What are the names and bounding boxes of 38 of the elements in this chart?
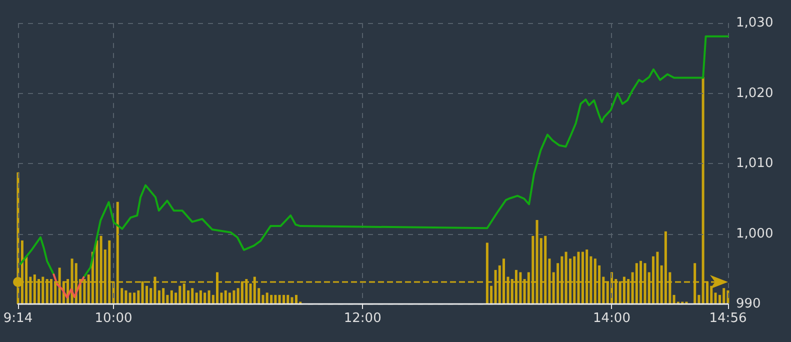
bar bbox=[290, 297, 294, 304]
bar bbox=[722, 288, 726, 304]
bar bbox=[133, 292, 136, 304]
bar bbox=[224, 290, 227, 304]
bar bbox=[286, 294, 290, 304]
bar bbox=[294, 294, 298, 304]
bar bbox=[266, 292, 268, 304]
bar bbox=[191, 288, 194, 304]
bar bbox=[278, 294, 281, 304]
x-tick-label: 14:00 bbox=[593, 311, 630, 326]
x-tick-label: 9:14 bbox=[3, 311, 33, 326]
y-tick-label: 1,010 bbox=[736, 156, 774, 171]
bar bbox=[208, 290, 210, 304]
bar bbox=[199, 290, 202, 304]
bar bbox=[178, 286, 182, 304]
bar bbox=[204, 292, 206, 304]
bar bbox=[195, 292, 198, 304]
bar bbox=[232, 290, 236, 304]
bar bbox=[228, 292, 231, 304]
bar bbox=[137, 290, 140, 304]
bar bbox=[270, 294, 273, 304]
x-tick-label: 14:56 bbox=[709, 311, 747, 326]
bar bbox=[672, 294, 676, 304]
y-tick-label: 1,030 bbox=[736, 16, 774, 30]
bar bbox=[282, 294, 286, 304]
bar bbox=[124, 290, 128, 304]
bar bbox=[162, 288, 165, 304]
x-tick-label: 12:00 bbox=[344, 311, 382, 326]
bar bbox=[146, 286, 148, 304]
y-tick-label: 1,020 bbox=[736, 86, 774, 101]
x-tick-label: 10:00 bbox=[94, 311, 132, 326]
bar bbox=[714, 292, 717, 304]
bar bbox=[274, 294, 277, 304]
y-tick-label: 990 bbox=[736, 296, 761, 312]
y-tick-label: 1,000 bbox=[736, 226, 774, 242]
bar bbox=[170, 290, 173, 304]
bar bbox=[128, 292, 132, 304]
bar bbox=[158, 290, 160, 304]
